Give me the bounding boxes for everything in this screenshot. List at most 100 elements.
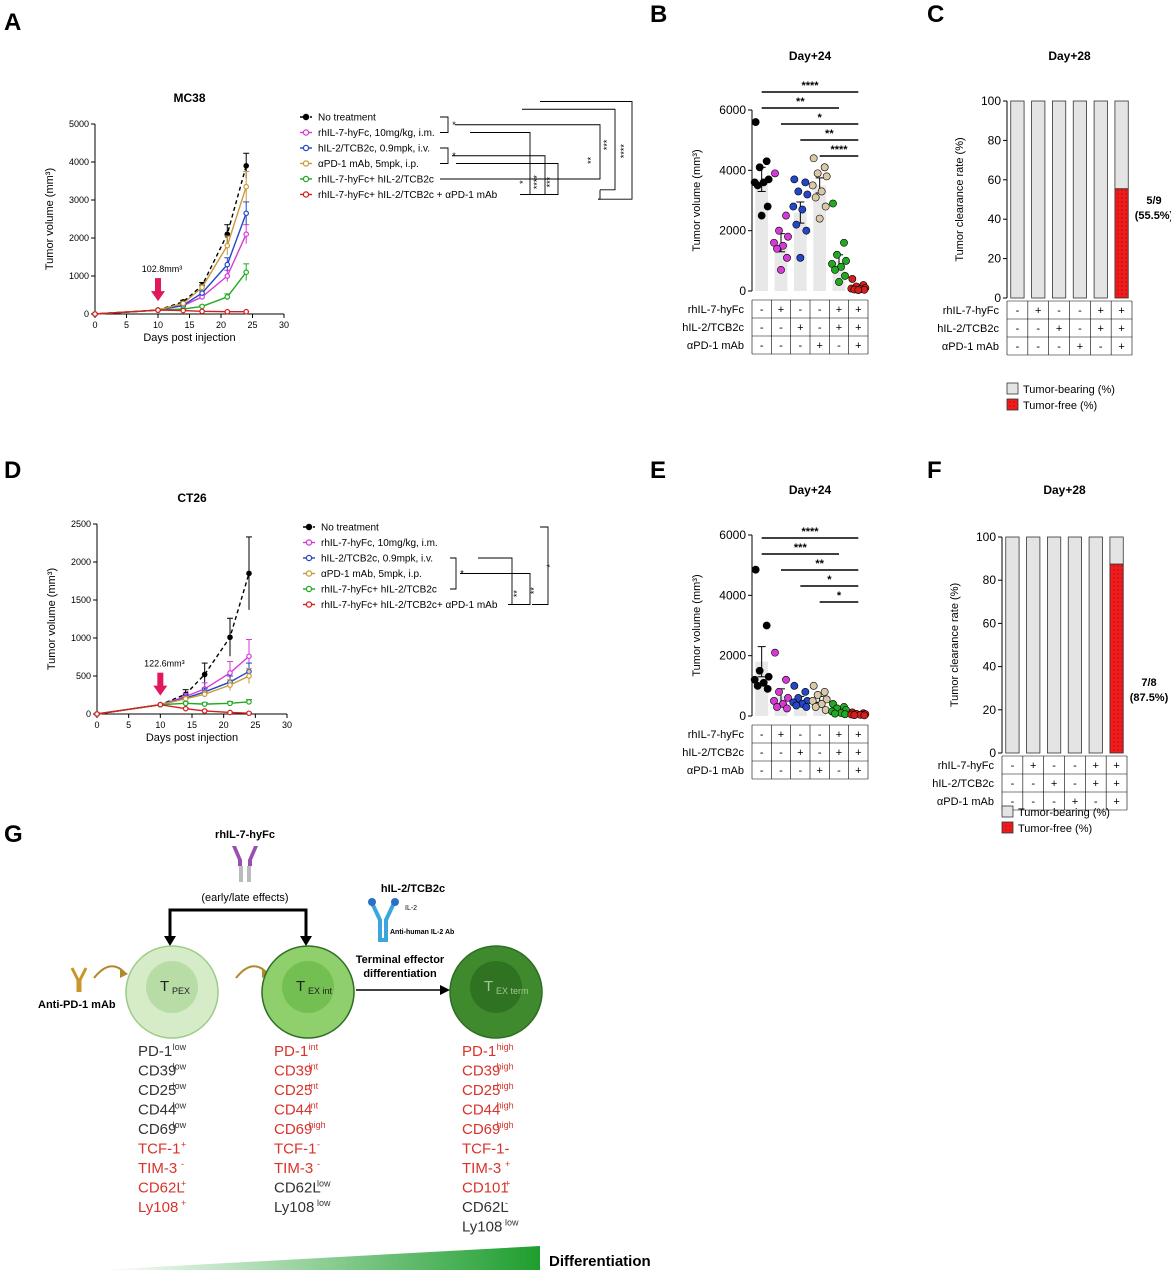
- treatment-row-label: rhIL-7-hyFc: [688, 729, 745, 741]
- data-point: [224, 242, 231, 249]
- drug-il2-label: hIL-2/TCB2c: [381, 883, 445, 895]
- significance-bracket: [440, 116, 449, 133]
- x-tick-label: 5: [124, 320, 129, 330]
- treatment-cell: +: [855, 340, 861, 352]
- data-point: [783, 253, 791, 262]
- marker-level: low: [173, 1042, 187, 1052]
- treatment-cell: -: [779, 765, 783, 777]
- treatment-cell: -: [1031, 778, 1035, 790]
- anti-pd1-label: Anti-PD-1 mAb: [38, 999, 116, 1011]
- data-point: [777, 265, 785, 274]
- bar-tumor-free: [1114, 188, 1129, 299]
- treatment-cell: +: [1118, 305, 1124, 317]
- rhil7-fc-stem: [239, 866, 243, 882]
- x-tick-label: 0: [92, 320, 97, 330]
- marker-label: PD-1: [138, 1043, 172, 1060]
- treatment-cell: +: [1093, 778, 1099, 790]
- data-point: [822, 172, 831, 181]
- treatment-cell: -: [1078, 305, 1082, 317]
- data-point: [243, 269, 250, 276]
- data-point: [803, 190, 812, 199]
- y-tick-label: 1000: [71, 633, 91, 643]
- significance-label: **: [825, 128, 834, 140]
- data-point: [224, 308, 231, 315]
- bar-tumor-bearing: [1026, 536, 1041, 754]
- treatment-cell: -: [760, 747, 764, 759]
- treatment-cell: +: [855, 322, 861, 334]
- data-point: [757, 211, 766, 220]
- data-point: [201, 708, 208, 714]
- differentiation-gradient: [100, 1246, 540, 1270]
- marker-label: TIM-3: [138, 1160, 177, 1177]
- significance-bracket: [478, 557, 513, 605]
- treatment-cell: -: [1011, 796, 1015, 808]
- gradient-label: Differentiation: [549, 1253, 651, 1270]
- chart-f-day28: Day+28 0 20 40 60 80 100 Tumor clearance rate (…: [932, 483, 1168, 835]
- data-point: [782, 675, 790, 684]
- chart-a-mc38: MC38 0 1000 2000 3000 4000 5000 0 5 10 15 20 25 30 Day…: [44, 91, 633, 344]
- data-point: [155, 307, 161, 313]
- data-point: [762, 157, 771, 166]
- data-point: [182, 700, 189, 707]
- data-point: [801, 687, 810, 696]
- x-tick-label: 15: [187, 720, 197, 730]
- significance-bracket: [455, 124, 601, 180]
- treatment-cell: +: [1030, 760, 1036, 772]
- y-tick-label: 60: [988, 173, 1002, 187]
- data-point: [784, 694, 792, 702]
- treatment-cell: -: [1036, 323, 1040, 335]
- bar-tumor-bearing: [1114, 100, 1129, 190]
- marker-label: CD69: [138, 1121, 176, 1138]
- il2-molecule-icon: [368, 898, 376, 906]
- significance-label: **: [815, 558, 824, 570]
- data-point: [224, 294, 231, 300]
- marker-level: low: [317, 1179, 331, 1189]
- annotation-percent: (55.5%): [1135, 210, 1171, 222]
- marker-level: -: [181, 1159, 184, 1169]
- legend-swatch: [1006, 382, 1019, 395]
- treatment-cell: +: [855, 765, 861, 777]
- treatment-cell: +: [1051, 778, 1057, 790]
- marker-label: CD25: [274, 1082, 312, 1099]
- data-point: [809, 681, 818, 690]
- marker-level: low: [505, 1218, 519, 1228]
- y-tick-label: 1000: [69, 271, 89, 281]
- treatment-row-label: αPD-1 mAb: [687, 765, 744, 777]
- significance-label: ***: [545, 176, 555, 187]
- data-point: [833, 250, 841, 259]
- data-point: [224, 273, 231, 279]
- treatment-cell: +: [1113, 760, 1119, 772]
- data-point: [227, 634, 233, 641]
- treatment-cell: -: [1011, 760, 1015, 772]
- arrow-shaft: [157, 672, 164, 687]
- data-point: [751, 118, 760, 126]
- treatment-cell: -: [1036, 341, 1040, 353]
- treatment-cell: -: [760, 765, 764, 777]
- cell-subscript-1: EX int: [308, 986, 333, 996]
- marker-label: CD69: [274, 1121, 312, 1138]
- significance-bracket: [460, 573, 531, 605]
- treatment-cell: -: [1057, 305, 1061, 317]
- x-tick-label: 30: [282, 720, 292, 730]
- data-point: [802, 226, 811, 235]
- annotation-label: 102.8mm³: [142, 264, 183, 274]
- bar-tumor-bearing: [1010, 100, 1025, 299]
- cell-name-0: T: [160, 978, 169, 995]
- treatment-cell: -: [760, 340, 764, 352]
- x-tick-label: 25: [247, 320, 257, 330]
- treatment-row-label: hIL-2/TCB2c: [937, 323, 999, 335]
- data-point: [835, 278, 843, 286]
- data-point: [811, 193, 820, 202]
- data-point: [813, 169, 822, 178]
- y-axis-label: Tumor volume (mm³): [691, 149, 703, 251]
- x-tick-label: 5: [126, 720, 131, 730]
- data-point: [157, 701, 164, 708]
- panel-label-d: D: [4, 457, 21, 484]
- y-tick-label: 3000: [69, 195, 89, 205]
- data-point: [813, 690, 822, 699]
- significance-bracket: [532, 526, 549, 605]
- ab-label: Anti-human IL-2 Ab: [390, 929, 454, 936]
- treatment-cell: -: [798, 304, 802, 316]
- significance-label: ****: [830, 144, 848, 156]
- data-point: [199, 303, 205, 310]
